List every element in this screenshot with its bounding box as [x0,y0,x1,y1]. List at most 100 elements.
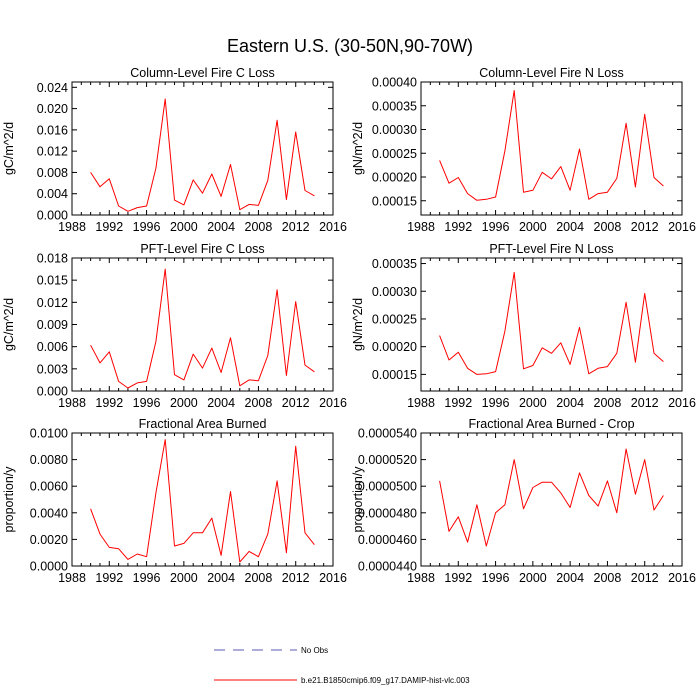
series-line [90,98,315,212]
y-tick-label: 0.0100 [30,427,68,441]
x-tick-label: 2004 [556,571,584,585]
y-tick-label: 0.008 [37,166,68,180]
y-tick-label: 0.006 [37,340,68,354]
x-tick-label: 2004 [207,571,235,585]
x-tick-label: 2004 [207,220,235,234]
panel-title: PFT-Level Fire N Loss [489,242,613,256]
x-tick-label: 1988 [407,571,435,585]
x-tick-label: 2012 [631,220,659,234]
chart-panels: Column-Level Fire C Loss gC/m^2/d 1988 1992… [2,66,696,585]
y-axis-label: proportion/y [351,466,365,533]
plot-frame [71,257,334,392]
x-tick-label: 2000 [519,571,547,585]
chart-panel-5: Fractional Area Burned proportion/y 1988 19… [2,417,347,585]
series-line [90,268,315,389]
y-tick-label: 0.00030 [372,285,417,299]
x-tick-label: 2000 [170,220,198,234]
y-tick-label: 0.0000480 [358,506,417,520]
y-tick-label: 0.0000500 [358,480,417,494]
panel-title: Column-Level Fire C Loss [130,66,275,80]
x-tick-label: 2004 [556,220,584,234]
x-tick-label: 2008 [594,571,622,585]
x-tick-label: 1996 [133,571,161,585]
plot-frame [420,257,683,392]
legend: No Obs b.e21.B1850cmip6.f09_g17.DAMIP-hi… [214,646,470,685]
y-tick-label: 0.009 [37,318,68,332]
x-tick-label: 1996 [482,571,510,585]
y-tick-label: 0.00025 [372,147,417,161]
y-tick-label: 0.00035 [372,99,417,113]
plot-frame [71,432,334,567]
x-tick-label: 1992 [95,396,123,410]
y-tick-label: 0.00040 [372,76,417,90]
chart-panel-6: Fractional Area Burned - Crop proportion/… [351,417,696,585]
x-tick-label: 1996 [482,220,510,234]
x-tick-label: 1996 [133,396,161,410]
y-tick-label: 0.00035 [372,257,417,271]
y-tick-label: 0.0000440 [358,560,417,574]
chart-panel-3: PFT-Level Fire C Loss gC/m^2/d 1988 1992 199… [2,242,347,410]
y-tick-label: 0.000 [37,385,68,399]
y-axis-label: gC/m^2/d [2,298,16,351]
panel-title: Column-Level Fire N Loss [479,66,624,80]
y-tick-label: 0.0000540 [358,427,417,441]
y-axis-label: gN/m^2/d [351,122,365,175]
x-tick-label: 2008 [245,396,273,410]
x-tick-label: 1988 [58,571,86,585]
x-tick-label: 1992 [444,396,472,410]
x-tick-label: 2004 [207,396,235,410]
x-tick-label: 1992 [444,220,472,234]
x-tick-label: 1996 [133,220,161,234]
y-tick-label: 0.016 [37,123,68,137]
chart-panel-2: Column-Level Fire N Loss gN/m^2/d 1988 1992… [351,66,696,234]
y-tick-label: 0.0080 [30,453,68,467]
series-line [439,271,664,375]
panel-title: Fractional Area Burned - Crop [468,417,634,431]
plot-frame [420,81,683,216]
legend-label-model-run: b.e21.B1850cmip6.f09_g17.DAMIP-hist-vlc.… [301,676,470,685]
x-tick-label: 2016 [668,396,696,410]
legend-label-no-obs: No Obs [301,646,328,655]
x-tick-label: 2000 [170,571,198,585]
x-tick-label: 2008 [245,220,273,234]
x-tick-label: 1992 [444,571,472,585]
series-line [90,439,315,563]
x-tick-label: 2012 [282,571,310,585]
y-tick-label: 0.003 [37,362,68,376]
y-axis-label: gC/m^2/d [2,122,16,175]
x-tick-label: 1996 [482,396,510,410]
y-tick-label: 0.00015 [372,368,417,382]
y-tick-label: 0.024 [37,81,68,95]
x-tick-label: 2016 [319,396,347,410]
plot-frame [420,432,683,567]
y-tick-label: 0.018 [37,252,68,266]
x-tick-label: 2016 [319,571,347,585]
y-tick-label: 0.015 [37,274,68,288]
x-tick-label: 2008 [594,396,622,410]
chart-panel-1: Column-Level Fire C Loss gC/m^2/d 1988 1992… [2,66,347,234]
x-tick-label: 2004 [556,396,584,410]
series-line [439,448,664,547]
y-tick-label: 0.0060 [30,480,68,494]
y-tick-label: 0.0000460 [358,533,417,547]
y-tick-label: 0.00020 [372,171,417,185]
y-tick-label: 0.00020 [372,340,417,354]
x-tick-label: 2008 [245,571,273,585]
x-tick-label: 1992 [95,571,123,585]
y-tick-label: 0.0000520 [358,453,417,467]
x-tick-label: 2008 [594,220,622,234]
y-axis-label: gN/m^2/d [351,298,365,351]
figure-title: Eastern U.S. (30-50N,90-70W) [227,36,473,56]
x-tick-label: 2012 [282,396,310,410]
y-tick-label: 0.0020 [30,533,68,547]
x-tick-label: 2000 [519,396,547,410]
panel-title: PFT-Level Fire C Loss [140,242,264,256]
x-tick-label: 2012 [631,396,659,410]
x-tick-label: 1988 [58,396,86,410]
x-tick-label: 2016 [319,220,347,234]
x-tick-label: 1992 [95,220,123,234]
x-tick-label: 2012 [631,571,659,585]
y-axis-label: proportion/y [2,466,16,533]
x-tick-label: 1988 [407,220,435,234]
